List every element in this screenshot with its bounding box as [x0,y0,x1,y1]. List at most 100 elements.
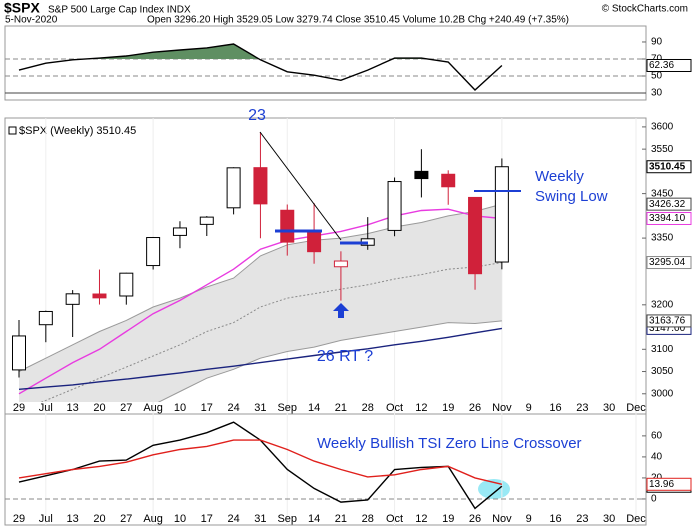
legend: $SPX (Weekly) 3510.45 [19,125,136,137]
x-tick-label: 23 [576,513,588,525]
y-tick-label: 3550 [651,144,674,155]
price-label: 13.96 [649,479,674,490]
series-group [18,208,503,402]
x-tick-label: Oct [386,402,403,414]
x-tick-label: 17 [201,402,213,414]
panel-frame [4,413,647,526]
security-name: S&P 500 Large Cap Index INDX [48,5,191,16]
x-tick-label: 30 [603,402,615,414]
x-tick-label: 21 [335,402,347,414]
x-tick-label: 31 [254,513,266,525]
legend-icon [8,126,17,135]
x-tick-label: 9 [526,513,532,525]
x-tick-label: 26 [469,513,481,525]
y-tick-label: 60 [651,431,663,442]
price-label: 3163.76 [649,316,686,327]
x-tick-label: 20 [93,513,105,525]
x-tick-label: 29 [13,513,25,525]
price-label: 3426.32 [649,199,686,210]
x-tick-label: Dec [626,513,646,525]
panel-frame [4,25,647,101]
candle-body [414,170,429,180]
candle-body [146,237,161,267]
y-tick-label: 90 [651,37,663,48]
y-tick-label: 3050 [651,366,674,377]
x-tick-label: 29 [13,402,25,414]
symbol: $SPX [4,0,40,16]
x-tick-label: 12 [415,513,427,525]
y-tick-label: 3200 [651,299,674,310]
trend-line [259,131,342,241]
candle-body [199,216,214,225]
envelope-lower [157,320,502,402]
x-tick-label: 24 [227,402,239,414]
price-label: 3295.04 [649,257,686,268]
envelope-upper [18,203,503,372]
envelope-group [18,203,503,402]
x-tick-label: 13 [67,513,79,525]
x-tick-label: 16 [549,513,561,525]
y-tick-label: 40 [651,452,663,463]
panel-title: Weekly Bullish TSI Zero Line Crossover [317,435,582,452]
y-tick-label: 3000 [651,388,674,399]
x-tick-label: 14 [308,513,320,525]
annotation: 23 [248,107,266,124]
candle-body [468,196,483,275]
envelope-band [19,204,502,402]
series-line [18,327,503,390]
x-tick-label: Aug [143,513,163,525]
y-tick-label: 3100 [651,344,674,355]
x-tick-label: 26 [469,402,481,414]
candle-body [494,166,509,263]
x-tick-label: 21 [335,513,347,525]
x-tick-label: 28 [362,513,374,525]
candle-body [387,181,402,231]
candle-body [172,227,187,236]
series-line [18,208,502,395]
x-tick-label: 31 [254,402,266,414]
price-label-box [646,197,692,211]
x-tick-label: 20 [93,402,105,414]
price-label-box [646,160,692,174]
annotation: 26 RT ? [317,348,373,365]
x-tick-label: 27 [120,402,132,414]
price-label-box [646,256,692,270]
area-above [85,44,428,59]
x-tick-label: 9 [526,402,532,414]
x-tick-label: Aug [143,402,163,414]
series-line [18,439,503,485]
y-tick-label: 3600 [651,122,674,133]
price-label-box [646,477,692,491]
price-label-box [646,211,692,225]
x-tick-label: 19 [442,402,454,414]
price-label-box [646,314,692,328]
source: © StockCharts.com [602,4,688,15]
y-tick-label: 30 [651,88,663,99]
x-tick-label: Nov [492,513,512,525]
x-tick-label: 10 [174,402,186,414]
candle-body [441,173,456,188]
annotation: Weekly [535,168,584,185]
y-tick-label: 3350 [651,233,674,244]
x-tick-label: Jul [39,402,53,414]
x-tick-label: 17 [201,513,213,525]
series-group [18,421,503,510]
x-tick-label: 24 [227,513,239,525]
arrow [333,303,349,318]
price-label: 62.36 [649,60,674,71]
candle-body [307,231,322,253]
candle-body [92,293,107,299]
x-tick-label: Dec [626,402,646,414]
candle-body [12,335,26,371]
y-tick-label: 3450 [651,188,674,199]
series-line [18,43,503,91]
candle-body [253,167,268,205]
quote: Open 3296.20 High 3529.05 Low 3279.74 Cl… [147,15,569,26]
candle-body [333,260,348,268]
x-tick-label: 23 [576,402,588,414]
y-tick-label: 0 [651,494,657,505]
x-tick-label: Nov [492,402,512,414]
y-tick-label: 50 [651,71,663,82]
x-tick-label: 13 [67,402,79,414]
